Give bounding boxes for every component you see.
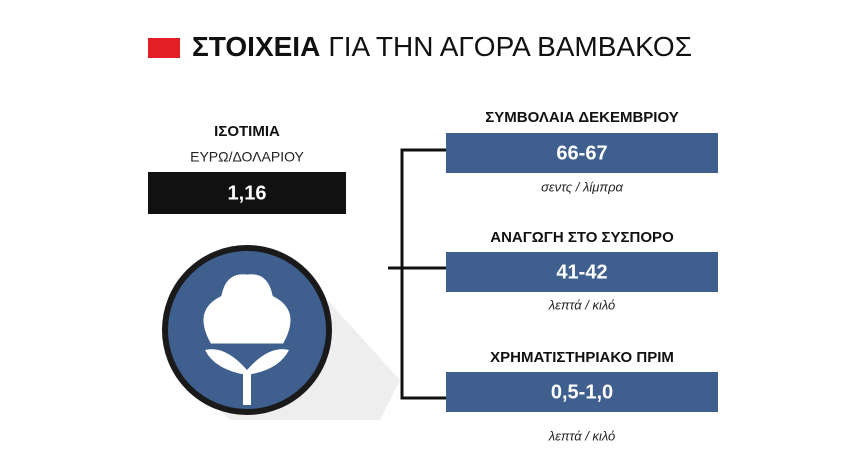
- rate-label: ΙΣΟΤΙΜΙΑ: [214, 123, 280, 140]
- item-unit: σεντς / λίμπρα: [541, 179, 623, 194]
- item-box: [446, 133, 718, 173]
- rate-value: 1,16: [228, 182, 267, 204]
- rate-box: [148, 172, 346, 214]
- title-marker: [148, 38, 180, 58]
- title-rest: ΓΙΑ ΤΗΝ ΑΓΟΡΑ ΒΑΜΒΑΚΟΣ: [328, 31, 692, 62]
- item-value: 41-42: [556, 261, 607, 283]
- item-box: [446, 252, 718, 292]
- item-title: ΣΥΜΒΟΛΑΙΑ ΔΕΚΕΜΒΡΙΟΥ: [485, 109, 678, 126]
- title: ΣΤΟΙΧΕΙΑ ΓΙΑ ΤΗΝ ΑΓΟΡΑ ΒΑΜΒΑΚΟΣ: [192, 31, 692, 62]
- item-title: ΑΝΑΓΩΓΗ ΣΤΟ ΣΥΣΠΟΡΟ: [490, 229, 674, 246]
- title-bold: ΣΤΟΙΧΕΙΑ: [192, 31, 320, 62]
- cotton-icon: [162, 245, 400, 420]
- item-unit: λεπτά / κιλό: [548, 428, 616, 443]
- rate-sublabel: ΕΥΡΩ/ΔΟΛΑΡΙΟΥ: [190, 149, 304, 165]
- item-title: ΧΡΗΜΑΤΙΣΤΗΡΙΑΚΟ ΠΡΙΜ: [490, 349, 674, 366]
- item-box: [446, 372, 718, 412]
- bracket: [388, 148, 446, 400]
- item-value: 0,5-1,0: [551, 381, 613, 403]
- item-unit: λεπτά / κιλό: [548, 297, 616, 312]
- item-value: 66-67: [556, 142, 607, 164]
